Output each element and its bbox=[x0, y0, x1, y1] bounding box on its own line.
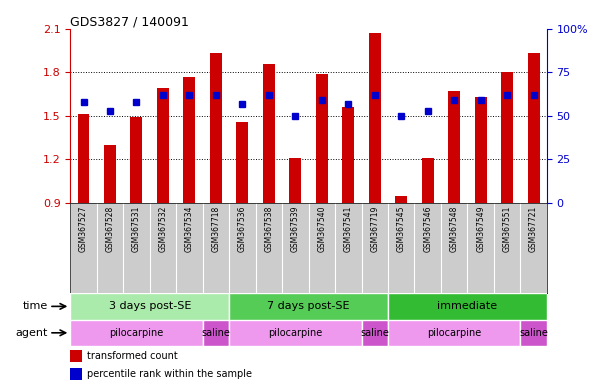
Bar bbox=[203, 319, 229, 346]
Text: agent: agent bbox=[15, 328, 48, 338]
Text: time: time bbox=[23, 301, 48, 311]
Bar bbox=[70, 293, 229, 319]
Bar bbox=[210, 53, 222, 203]
Text: GSM367545: GSM367545 bbox=[397, 206, 406, 252]
Bar bbox=[78, 114, 89, 203]
Bar bbox=[157, 88, 169, 203]
Text: GSM367528: GSM367528 bbox=[106, 206, 114, 252]
Bar bbox=[388, 319, 521, 346]
Bar bbox=[448, 91, 460, 203]
Bar bbox=[369, 33, 381, 203]
Text: GSM367546: GSM367546 bbox=[423, 206, 432, 252]
Text: immediate: immediate bbox=[437, 301, 497, 311]
Bar bbox=[183, 77, 196, 203]
Text: GSM367531: GSM367531 bbox=[132, 206, 141, 252]
Text: GSM367541: GSM367541 bbox=[344, 206, 353, 252]
Text: GSM367527: GSM367527 bbox=[79, 206, 88, 252]
Text: GSM367532: GSM367532 bbox=[158, 206, 167, 252]
Bar bbox=[362, 319, 388, 346]
Text: GSM367721: GSM367721 bbox=[529, 206, 538, 252]
Bar bbox=[422, 158, 434, 203]
Text: saline: saline bbox=[202, 328, 230, 338]
Text: 7 days post-SE: 7 days post-SE bbox=[267, 301, 350, 311]
Text: 3 days post-SE: 3 days post-SE bbox=[109, 301, 191, 311]
Bar bbox=[290, 158, 301, 203]
Bar bbox=[521, 319, 547, 346]
Bar bbox=[475, 97, 486, 203]
Bar bbox=[395, 196, 407, 203]
Bar bbox=[388, 293, 547, 319]
Text: GSM367718: GSM367718 bbox=[211, 206, 221, 252]
Bar bbox=[236, 122, 248, 203]
Bar bbox=[229, 293, 388, 319]
Text: pilocarpine: pilocarpine bbox=[427, 328, 481, 338]
Text: pilocarpine: pilocarpine bbox=[109, 328, 164, 338]
Text: GSM367534: GSM367534 bbox=[185, 206, 194, 252]
Text: GSM367548: GSM367548 bbox=[450, 206, 459, 252]
Bar bbox=[131, 118, 142, 203]
Bar bbox=[229, 319, 362, 346]
Bar bbox=[263, 64, 275, 203]
Text: GSM367538: GSM367538 bbox=[265, 206, 273, 252]
Bar bbox=[70, 367, 82, 380]
Text: GSM367539: GSM367539 bbox=[291, 206, 300, 252]
Bar bbox=[316, 74, 327, 203]
Text: saline: saline bbox=[360, 328, 389, 338]
Text: GSM367549: GSM367549 bbox=[476, 206, 485, 252]
Bar bbox=[528, 53, 540, 203]
Bar bbox=[501, 72, 513, 203]
Text: percentile rank within the sample: percentile rank within the sample bbox=[87, 369, 252, 379]
Text: GSM367551: GSM367551 bbox=[503, 206, 511, 252]
Text: GSM367536: GSM367536 bbox=[238, 206, 247, 252]
Text: pilocarpine: pilocarpine bbox=[268, 328, 323, 338]
Text: GSM367540: GSM367540 bbox=[317, 206, 326, 252]
Text: GDS3827 / 140091: GDS3827 / 140091 bbox=[70, 16, 189, 29]
Bar bbox=[70, 350, 82, 362]
Bar bbox=[104, 145, 116, 203]
Bar bbox=[342, 107, 354, 203]
Text: GSM367719: GSM367719 bbox=[370, 206, 379, 252]
Text: transformed count: transformed count bbox=[87, 351, 178, 361]
Bar bbox=[70, 319, 203, 346]
Text: saline: saline bbox=[519, 328, 548, 338]
